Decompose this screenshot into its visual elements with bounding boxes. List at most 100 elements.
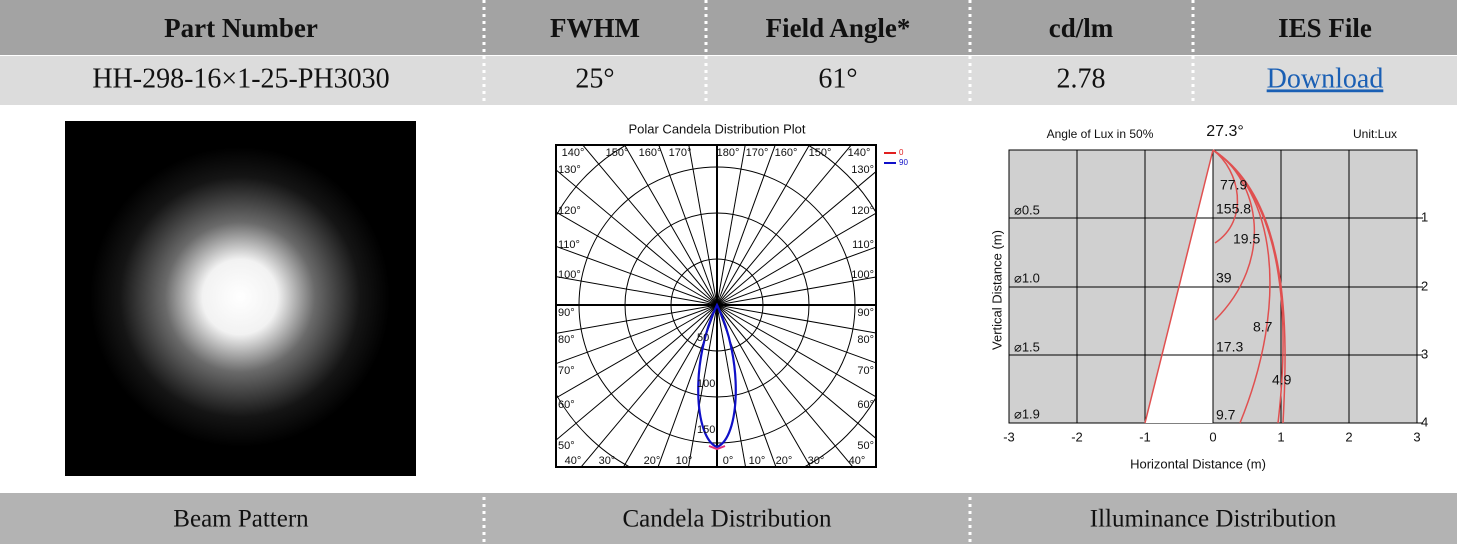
illuminance-plot (1008, 149, 1423, 424)
value-cell: 61° (818, 63, 857, 94)
plot-label: 19.5 (1233, 231, 1260, 247)
polar-ray (688, 145, 718, 306)
value-cell: 2.78 (1057, 63, 1106, 94)
polar-ray (556, 211, 718, 306)
plot-label: 80° (857, 334, 874, 346)
plot-label: 100° (558, 269, 581, 281)
polar-ray (716, 145, 810, 306)
polar-ray (716, 212, 876, 306)
plot-label: 60° (558, 399, 575, 411)
polar-ray (556, 304, 718, 334)
plot-label: 10° (676, 455, 693, 467)
plot-label: 1 (1277, 429, 1284, 444)
plot-label: 160° (639, 147, 662, 159)
plot-label: 17.3 (1216, 339, 1243, 355)
plot-label: 155.8 (1216, 201, 1251, 217)
plot-label: 27.3° (1206, 123, 1244, 140)
plot-label: 0° (723, 455, 734, 467)
polar-ray (556, 245, 718, 306)
polar-ray (716, 145, 776, 306)
plot-label: 8.7 (1253, 319, 1273, 335)
caption: Illuminance Distribution (1090, 506, 1337, 533)
polar-ray (687, 304, 718, 467)
polar-ray (624, 145, 718, 306)
plot-label: 130° (851, 164, 874, 176)
polar-ray (556, 304, 718, 365)
polar-plot (555, 144, 896, 468)
polar-ray (716, 145, 852, 306)
polar-ray (716, 304, 876, 334)
plot-label: 140° (848, 147, 871, 159)
plot-label: 110° (852, 239, 874, 251)
plot-label: 170° (746, 147, 769, 159)
plot-label: 160° (775, 147, 798, 159)
value-cell: HH-298-16×1-25-PH3030 (92, 63, 389, 94)
plot-label: 120° (851, 205, 874, 217)
plot-label: 120° (558, 205, 581, 217)
polar-ray (582, 145, 718, 306)
caption: Beam Pattern (173, 506, 309, 533)
plot-label: Unit:Lux (1353, 127, 1397, 141)
polar-ray (716, 304, 747, 467)
download-link[interactable]: Download (1267, 63, 1384, 94)
caption: Candela Distribution (623, 506, 832, 533)
plot-label: 70° (857, 365, 874, 377)
caption-bg (0, 493, 1457, 544)
plot-label: 100 (697, 378, 715, 390)
plot-label: ⌀0.5 (1014, 202, 1040, 217)
header-cell: Field Angle* (766, 13, 911, 43)
plot-label: 170° (669, 147, 692, 159)
plot-label: 130° (558, 164, 581, 176)
polar-ray (716, 304, 876, 364)
plot-label: 150° (606, 147, 629, 159)
plot-label: 20° (776, 455, 793, 467)
polar-ray (580, 304, 718, 467)
polar-ray (556, 304, 718, 441)
plot-label: 80° (558, 334, 575, 346)
plot-label: 90° (558, 307, 575, 319)
plot-label: 100° (851, 269, 874, 281)
plot-label: Angle of Lux in 50% (1047, 127, 1154, 141)
plot-label: 140° (562, 147, 585, 159)
plot-label: Horizontal Distance (m) (1130, 456, 1266, 471)
polar-ray (556, 276, 718, 306)
polar-ray (658, 145, 718, 306)
plot-label: 10° (749, 455, 766, 467)
plot-label: 20° (644, 455, 661, 467)
plot-label: ⌀1.5 (1014, 339, 1040, 354)
plot-label: 150° (809, 147, 832, 159)
plot-label: Polar Candela Distribution Plot (628, 121, 805, 136)
plot-label: 0 (1209, 429, 1216, 444)
row-bg (0, 56, 1457, 105)
plot-label: 40° (849, 455, 866, 467)
polar-ray (716, 304, 854, 467)
plot-label: 2 (1421, 278, 1428, 293)
plot-label: 2 (1345, 429, 1352, 444)
plot-label: 50° (558, 440, 575, 452)
plot-label: 9.7 (1216, 407, 1236, 423)
polar-ray (556, 304, 718, 399)
plot-label: 150 (697, 424, 715, 436)
header-cell: FWHM (550, 13, 640, 43)
value-cell: 25° (575, 63, 614, 94)
plot-label: -2 (1071, 429, 1083, 444)
polar-ray (622, 304, 718, 467)
polar-ray (716, 304, 876, 440)
plot-label: 1 (1421, 209, 1428, 224)
plot-label: 40° (565, 455, 582, 467)
polar-ray (716, 145, 746, 306)
plot-label: 90° (857, 307, 874, 319)
plot-label: Vertical Distance (m) (989, 230, 1004, 350)
plot-label: ⌀1.9 (1014, 406, 1040, 421)
beam-pattern (90, 147, 390, 447)
header-bg (0, 0, 1457, 55)
header-cell: Part Number (164, 13, 318, 43)
polar-ray (716, 276, 876, 306)
polar-ray (716, 170, 876, 306)
plot-label: 180° (717, 147, 740, 159)
plot-label: 0 (899, 148, 904, 157)
plot-label: 110° (558, 239, 580, 251)
plot-label: 70° (558, 365, 575, 377)
plot-label: 50° (857, 440, 874, 452)
